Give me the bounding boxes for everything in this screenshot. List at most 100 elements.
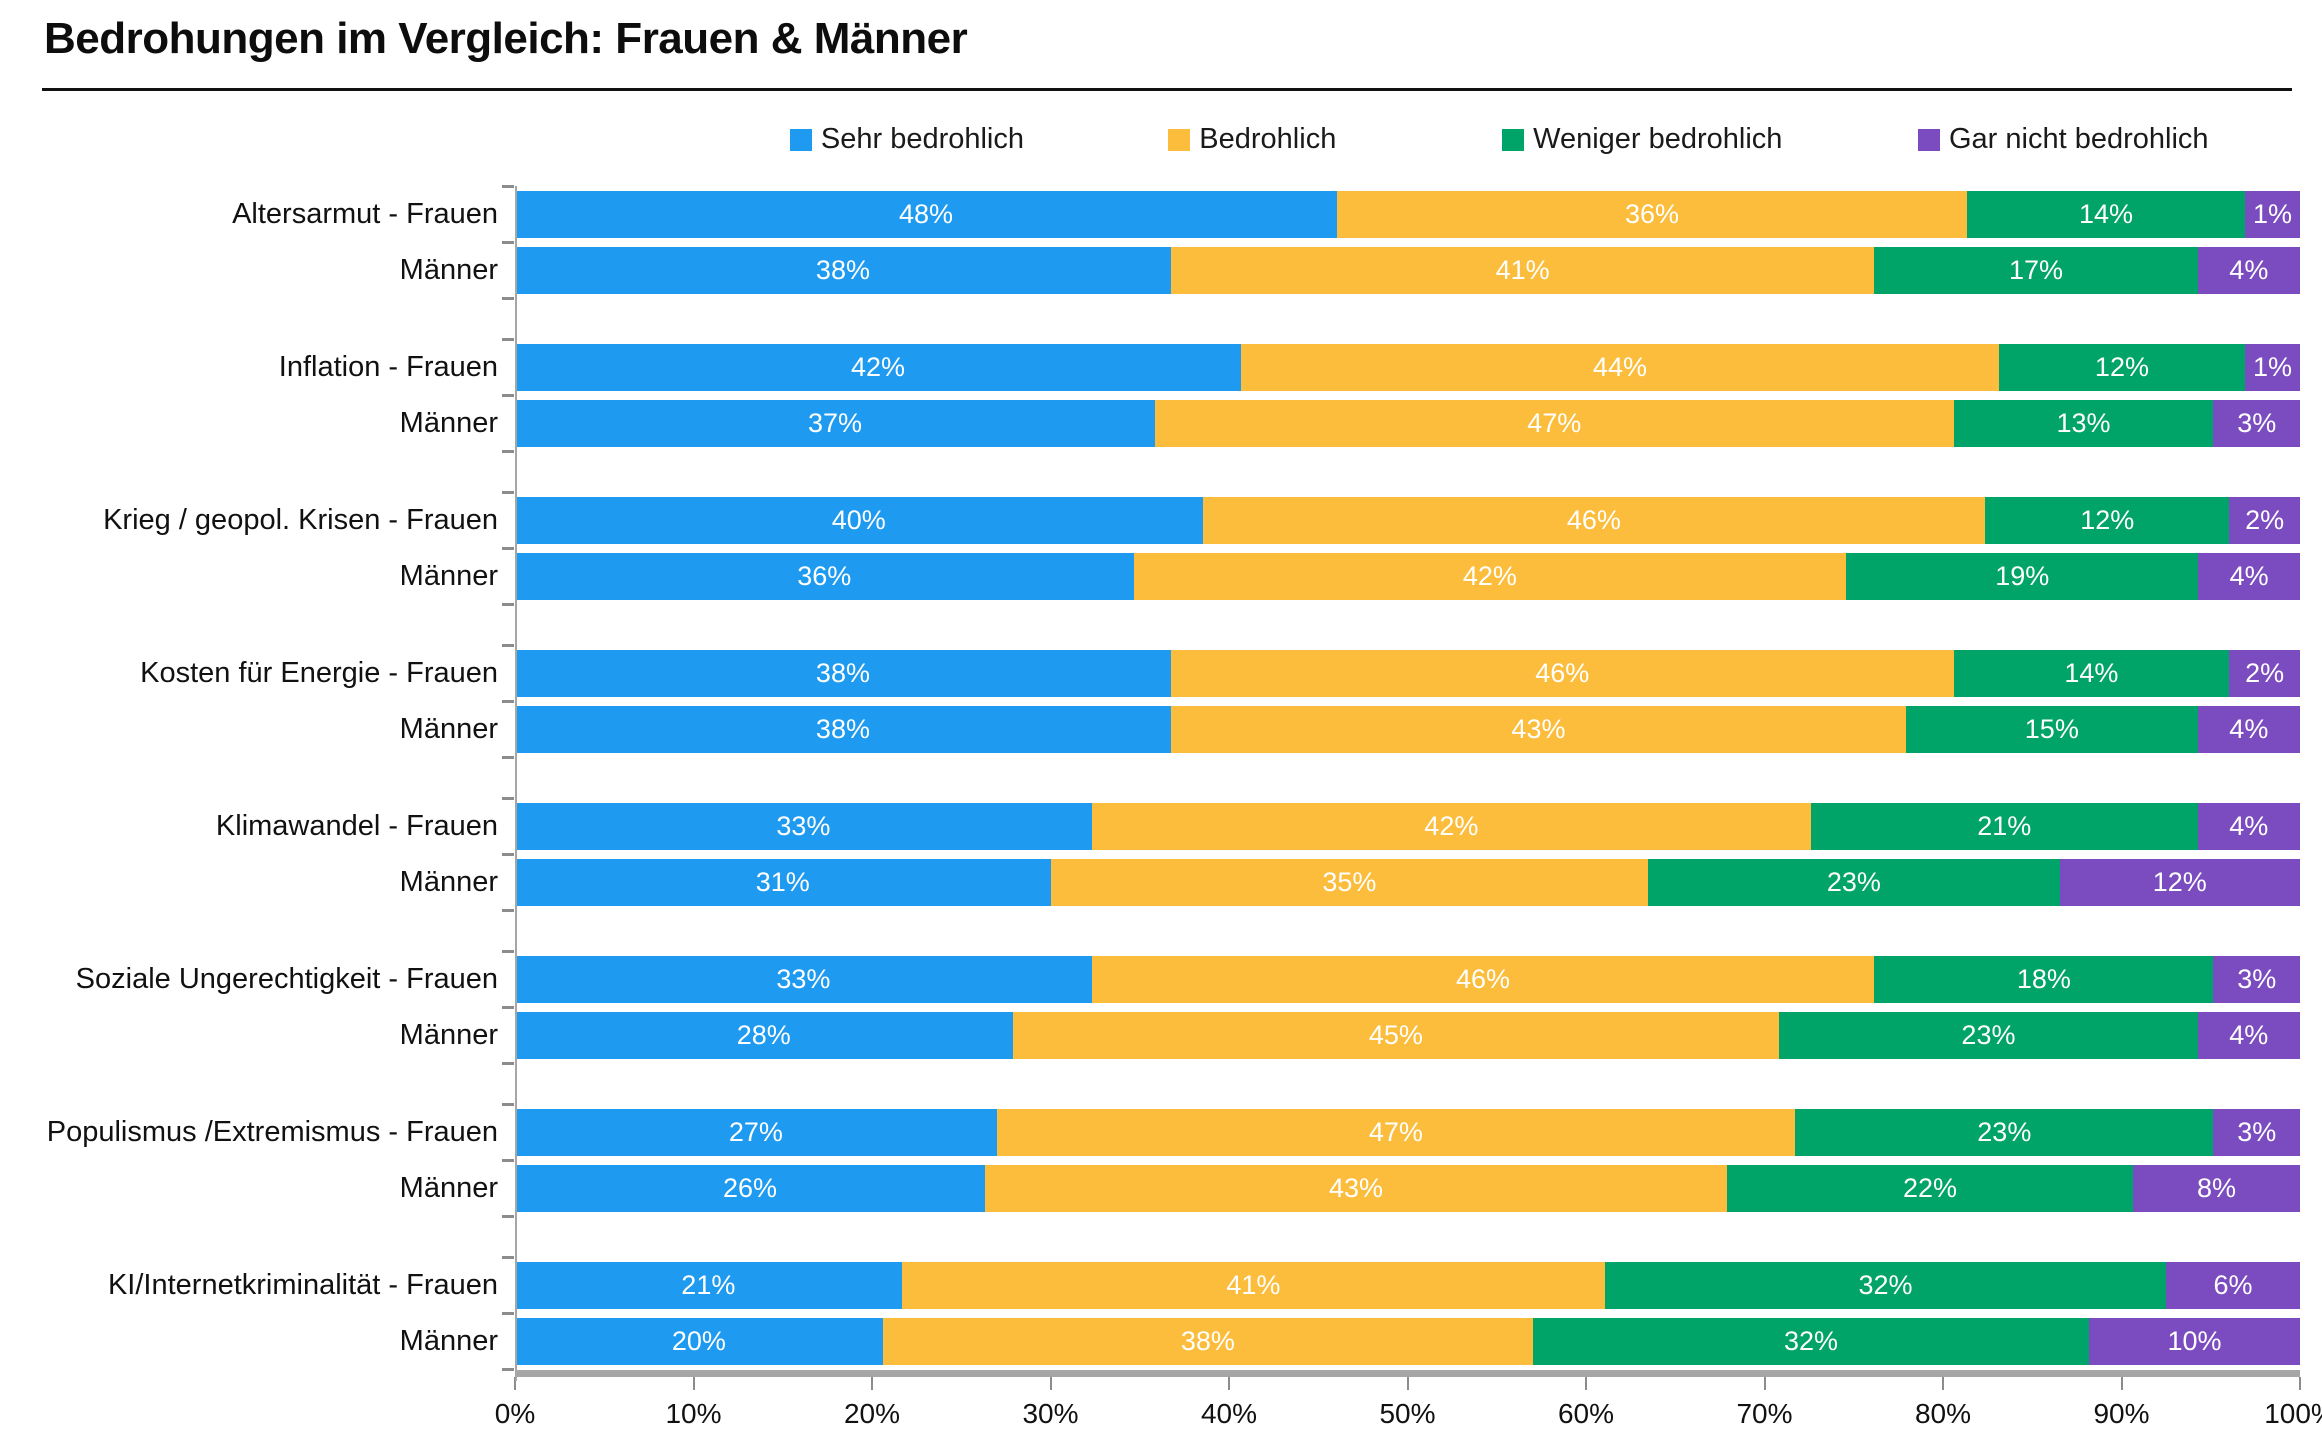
bar-segment: 38%: [515, 650, 1171, 697]
x-axis-tick-label: 10%: [665, 1398, 722, 1429]
bar-value-label: 42%: [850, 352, 905, 382]
x-axis-tick: [1049, 1377, 1052, 1390]
legend-swatch-icon: [1168, 128, 1191, 151]
row-label: Altersarmut - Frauen: [232, 198, 498, 230]
x-axis-tick: [1406, 1377, 1409, 1390]
bar-segment: 12%: [1985, 497, 2230, 544]
bar-value-label: 1%: [2252, 352, 2292, 382]
bar-value-label: 41%: [1495, 255, 1550, 285]
bar-value-label: 10%: [2167, 1326, 2222, 1356]
bar-track: 38% 43% 15% 4%: [502, 700, 2301, 753]
bar-segment: 1%: [2244, 344, 2300, 391]
bar-segment: 23%: [1779, 1012, 2198, 1059]
bar-row: KI/Internetkriminalität - Frauen 21% 41% 32…: [0, 1256, 2301, 1309]
bar-segment: 6%: [2165, 1262, 2301, 1309]
row-label: Männer: [399, 713, 498, 745]
bar-value-label: 38%: [815, 714, 870, 744]
bar-value-label: 14%: [2064, 658, 2119, 688]
row-label: Männer: [399, 407, 498, 439]
bar-value-label: 4%: [2229, 714, 2269, 744]
bar-segment: 22%: [1726, 1165, 2133, 1212]
bar-value-label: 37%: [808, 408, 863, 438]
bar-segment: 3%: [2213, 1109, 2301, 1156]
bar-track: 40% 46% 12% 2%: [502, 491, 2300, 544]
row-label: Klimawandel - Frauen: [215, 810, 498, 842]
bar-value-label: 32%: [1784, 1326, 1839, 1356]
bar-value-label: 38%: [815, 255, 870, 285]
bar-track: 38% 46% 14% 2%: [502, 644, 2300, 697]
bar-track: 26% 43% 22% 8%: [502, 1159, 2300, 1212]
bar-row: Altersarmut - Frauen 48% 36% 14% 1%: [0, 185, 2300, 238]
bar-segment: 3%: [2213, 956, 2300, 1003]
bar-value-label: 4%: [2229, 811, 2269, 841]
bar-value-label: 32%: [1858, 1270, 1913, 1300]
bar-segment: 36%: [515, 553, 1134, 600]
bar-value-label: 46%: [1566, 505, 1621, 535]
bar-track: 37% 47% 13% 3%: [502, 394, 2300, 447]
bar-value-label: 41%: [1226, 1270, 1281, 1300]
x-axis-tick: [514, 1377, 516, 1390]
bar-track: 36% 42% 19% 4%: [502, 547, 2300, 600]
x-axis-tick-label: 70%: [1736, 1398, 1793, 1429]
bar-value-label: 48%: [898, 199, 953, 229]
legend-item-1: Sehr bedrohlich: [789, 123, 1024, 156]
bar-value-label: 4%: [2229, 561, 2269, 591]
bar-segment: 4%: [2198, 553, 2300, 600]
x-axis-tick-label: 20%: [843, 1398, 901, 1429]
bar-value-label: 36%: [797, 561, 852, 591]
bar-track: 20% 38% 32% 10%: [502, 1312, 2300, 1365]
x-axis-tick: [692, 1377, 695, 1390]
bar-segment: 41%: [901, 1262, 1606, 1309]
x-axis-tick-label: 80%: [1914, 1398, 1972, 1429]
bar-segment: 32%: [1533, 1318, 2090, 1365]
bar-segment: 3%: [2213, 400, 2300, 447]
bar-segment: 43%: [1170, 706, 1906, 753]
bar-segment: 42%: [515, 344, 1241, 391]
bar-value-label: 45%: [1368, 1020, 1423, 1050]
title-divider: [42, 88, 2292, 91]
bar-value-label: 47%: [1527, 408, 1582, 438]
bar-row: Klimawandel - Frauen 33% 42% 21% 4%: [0, 797, 2300, 850]
bar-row: Krieg / geopol. Krisen - Frauen 40% 46% 12%…: [0, 491, 2300, 544]
bar-row: Inflation - Frauen 42% 44% 12% 1%: [0, 338, 2300, 391]
legend-item-2: Bedrohlich: [1168, 123, 1336, 156]
bar-segment: 41%: [1170, 247, 1875, 294]
x-axis-tick-label: 50%: [1379, 1398, 1436, 1429]
bar-value-label: 36%: [1624, 199, 1679, 229]
row-label: Inflation - Frauen: [278, 351, 498, 383]
x-axis-tick-label: 0%: [494, 1398, 536, 1429]
bar-segment: 4%: [2197, 1012, 2300, 1059]
bar-segment: 44%: [1240, 344, 1999, 391]
bar-value-label: 42%: [1462, 561, 1517, 591]
bar-segment: 28%: [515, 1012, 1013, 1059]
bar-row: Männer 28% 45% 23% 4%: [0, 1006, 2300, 1059]
bar-segment: 26%: [515, 1165, 985, 1212]
bar-group: Kosten für Energie - Frauen 38% 46% 14% 2% Mä…: [0, 644, 2322, 759]
bar-segment: 21%: [1810, 803, 2198, 850]
bar-value-label: 44%: [1592, 352, 1647, 382]
bar-value-label: 43%: [1511, 714, 1566, 744]
bar-segment: 35%: [1050, 859, 1649, 906]
bar-group: Inflation - Frauen 42% 44% 12% 1% Männer 37% 47…: [0, 338, 2322, 453]
row-label: Krieg / geopol. Krisen - Frauen: [103, 504, 498, 536]
bar-value-label: 21%: [681, 1270, 736, 1300]
row-label: Männer: [399, 866, 498, 898]
bar-segment: 8%: [2132, 1165, 2300, 1212]
bar-segment: 37%: [515, 400, 1156, 447]
bar-value-label: 31%: [755, 867, 810, 897]
bar-value-label: 26%: [722, 1173, 778, 1203]
bar-track: 48% 36% 14% 1%: [502, 185, 2300, 238]
bar-track: 33% 46% 18% 3%: [502, 950, 2300, 1003]
bar-value-label: 14%: [2078, 199, 2133, 229]
bar-value-label: 42%: [1424, 811, 1479, 841]
bar-segment: 46%: [1202, 497, 1986, 544]
bar-row: Männer 26% 43% 22% 8%: [0, 1159, 2300, 1212]
bar-segment: 38%: [515, 706, 1171, 753]
bar-row: Männer 38% 41% 17% 4%: [0, 241, 2301, 294]
bar-value-label: 23%: [1826, 867, 1881, 897]
bar-value-label: 23%: [1961, 1020, 2016, 1050]
bar-segment: 38%: [515, 247, 1171, 294]
bar-value-label: 46%: [1535, 658, 1590, 688]
bar-segment: 32%: [1605, 1262, 2166, 1309]
bar-chart: Altersarmut - Frauen 48% 36% 14% 1% Männer 38%…: [0, 185, 2322, 1371]
